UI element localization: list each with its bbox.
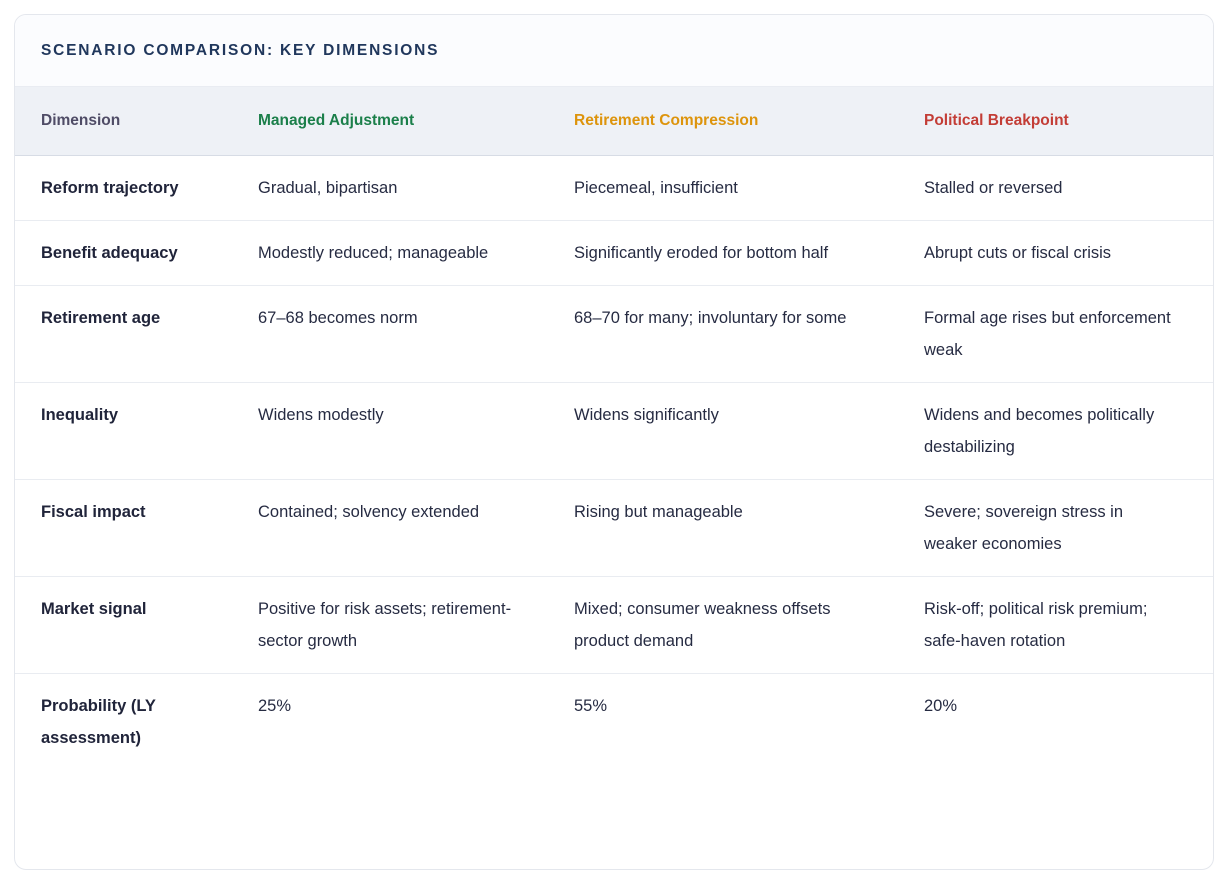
table-row-reform-trajectory: Reform trajectory Gradual, bipartisan Pi… [15,155,1213,221]
column-header-political-breakpoint: Political Breakpoint [924,87,1213,156]
table-cell: Abrupt cuts or fiscal crisis [924,220,1213,286]
table-cell: Positive for risk assets; retirement-sec… [258,576,574,674]
table-cell: Piecemeal, insufficient [574,155,924,221]
row-header: Benefit adequacy [15,220,258,286]
table-cell: Formal age rises but enforcement weak [924,285,1213,383]
table-row-market-signal: Market signal Positive for risk assets; … [15,576,1213,674]
row-header: Inequality [15,382,258,480]
card-title: SCENARIO COMPARISON: KEY DIMENSIONS [41,42,440,59]
row-header: Reform trajectory [15,155,258,221]
table-cell: Stalled or reversed [924,155,1213,221]
table-cell: 68–70 for many; involuntary for some [574,285,924,383]
table-cell: Significantly eroded for bottom half [574,220,924,286]
scenario-comparison-table: Dimension Managed Adjustment Retirement … [15,87,1213,770]
table-cell: Risk-off; political risk premium; safe-h… [924,576,1213,674]
table-cell: Rising but manageable [574,479,924,577]
table-cell: Gradual, bipartisan [258,155,574,221]
scenario-comparison-card: SCENARIO COMPARISON: KEY DIMENSIONS Dime… [14,14,1214,870]
table-row-benefit-adequacy: Benefit adequacy Modestly reduced; manag… [15,220,1213,286]
table-cell: Severe; sovereign stress in weaker econo… [924,479,1213,577]
table-header-row: Dimension Managed Adjustment Retirement … [15,87,1213,156]
column-header-retirement-compression: Retirement Compression [574,87,924,156]
table-cell: 25% [258,697,292,715]
table-row-retirement-age: Retirement age 67–68 becomes norm 68–70 … [15,285,1213,383]
table-cell: 20% [924,697,958,715]
column-header-dimension: Dimension [15,87,258,156]
row-header: Market signal [15,576,258,674]
table-row-fiscal-impact: Fiscal impact Contained; solvency extend… [15,479,1213,577]
table-row-inequality: Inequality Widens modestly Widens signif… [15,382,1213,480]
row-header: Fiscal impact [15,479,258,577]
table-cell: Mixed; consumer weakness offsets product… [574,576,924,674]
table-cell: Widens and becomes politically destabili… [924,382,1213,480]
card-header: SCENARIO COMPARISON: KEY DIMENSIONS [15,15,1213,87]
table-cell: Contained; solvency extended [258,479,574,577]
table-cell: Modestly reduced; manageable [258,220,574,286]
table-cell: 67–68 becomes norm [258,285,574,383]
table-cell: 55% [574,697,608,715]
table-cell: Widens significantly [574,382,924,480]
row-header: Probability (LY assessment) [41,697,156,747]
table-row-probability: Probability (LY assessment) 25% 55% 20% [15,673,1213,770]
row-header: Retirement age [15,285,258,383]
column-header-managed-adjustment: Managed Adjustment [258,87,574,156]
table-cell: Widens modestly [258,382,574,480]
